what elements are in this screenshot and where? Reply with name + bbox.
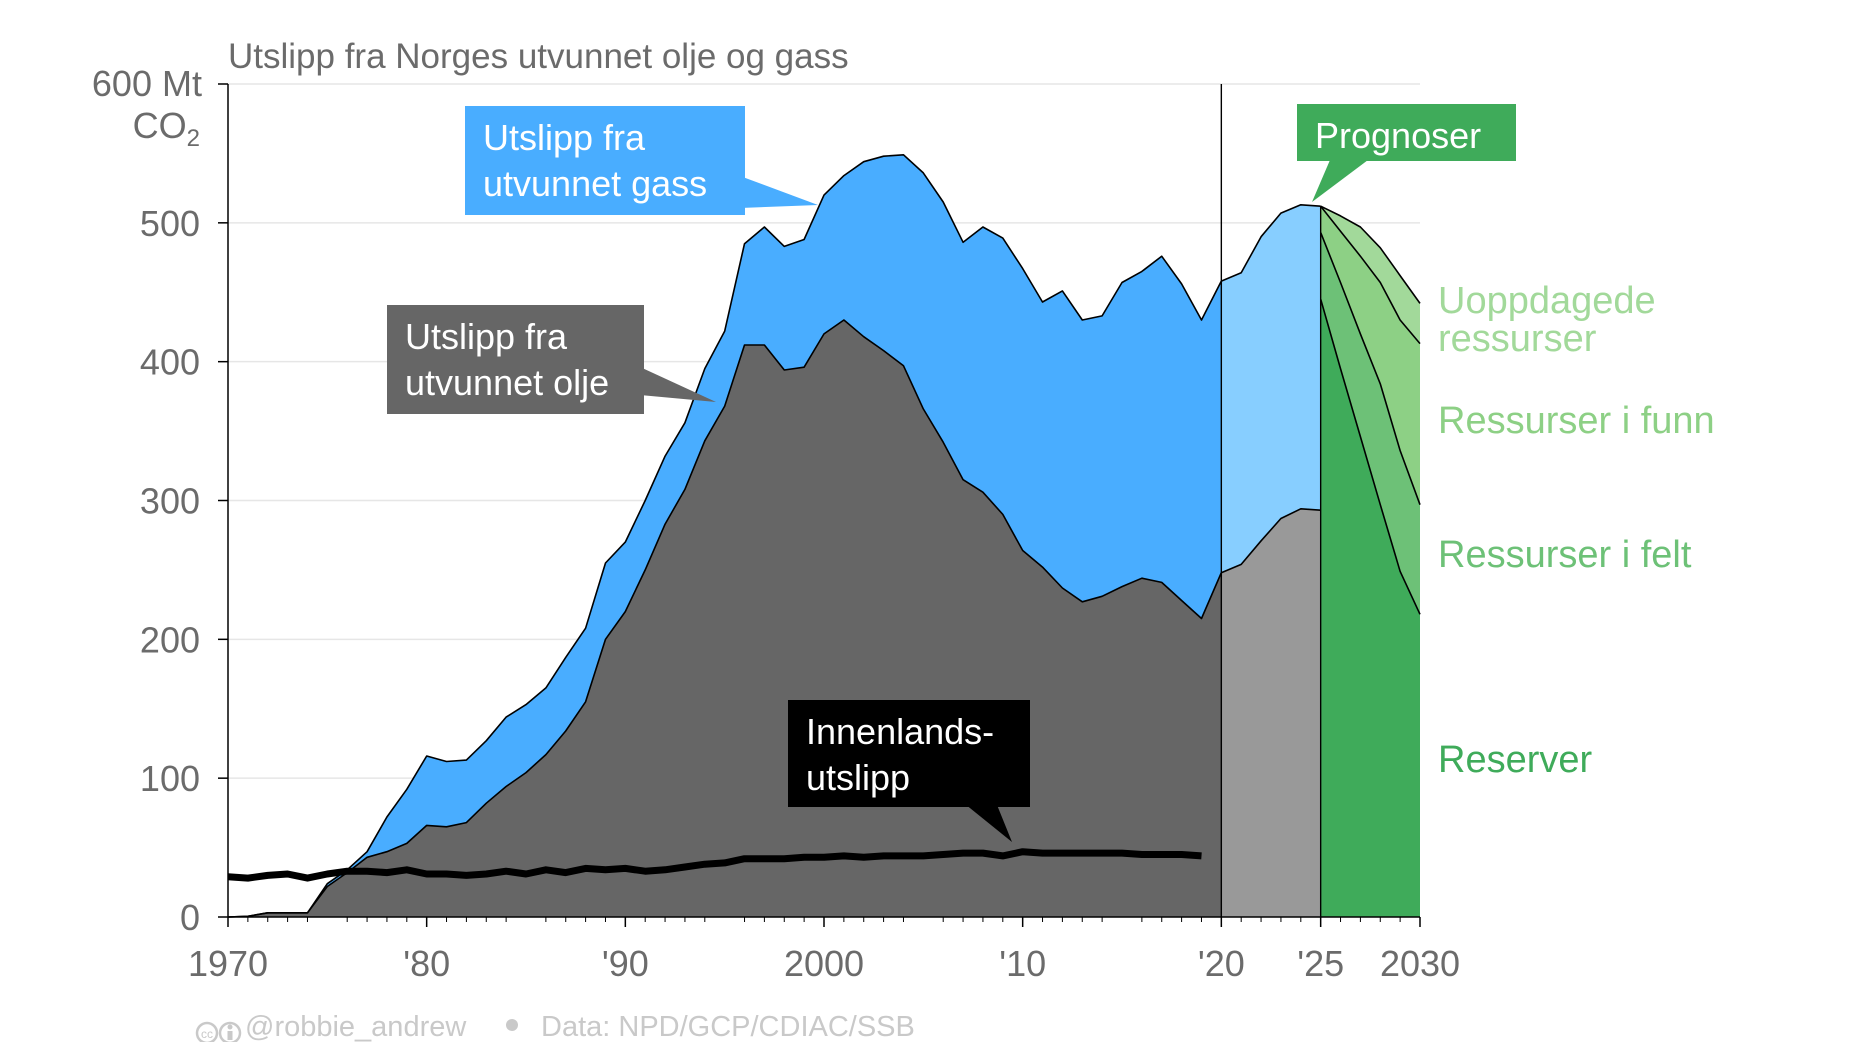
author-handle: @robbie_andrew (245, 1011, 467, 1042)
reserver-label: Reserver (1438, 739, 1592, 781)
area-gas-projection (1221, 204, 1321, 573)
prognoser-label-box (1297, 104, 1516, 161)
uoppdagede-label-2: ressurser (1438, 318, 1597, 360)
oil-label-box (387, 305, 644, 414)
line-funn (1320, 205, 1421, 345)
line-domestic-emissions (227, 848, 1202, 882)
series-lines (227, 84, 1421, 918)
area-oil-projection (1221, 508, 1321, 917)
x-tick-label-2020: '20 (1198, 943, 1245, 984)
y-tick-label-0: 0 (180, 897, 200, 938)
axes: 0 100 200 300 400 500 1970 '80 '90 2000 '10 '20 '25 2… (140, 83, 1460, 984)
domestic-label: Innenlands-utslipp (788, 700, 1030, 842)
svg-text:cc: cc (201, 1027, 213, 1041)
oil-label-pointer (640, 367, 716, 402)
uoppdagede-label-1: Uoppdagede (1438, 280, 1656, 322)
prognoser-label-text-1: Prognoser (1315, 115, 1481, 156)
x-tick-label-2010: '10 (999, 943, 1046, 984)
oil-label: Utslipp fra utvunnet olje (387, 305, 716, 414)
line-oil-top (227, 319, 1223, 918)
x-tick-label-1980: '80 (403, 943, 450, 984)
y-unit-label: 600 Mt (92, 63, 202, 104)
data-source: Data: NPD/GCP/CDIAC/SSB (541, 1011, 915, 1042)
domestic-label-text-2: utslipp (806, 757, 910, 798)
y-tick-label-500: 500 (140, 203, 200, 244)
gas-label-text-1: Utslipp fra (483, 117, 646, 158)
y-unit-co2-label: CO2 (133, 105, 200, 152)
y-tick-label-400: 400 (140, 342, 200, 383)
gas-label-text-2: utvunnet gass (483, 163, 707, 204)
annotations: Utslipp fra utvunnet gass Utslipp fra utvun… (387, 104, 1715, 842)
prognoser-label-pointer (1312, 160, 1368, 202)
line-gas-projection (1220, 204, 1321, 282)
gas-label: Utslipp fra utvunnet gass (465, 106, 818, 215)
y-tick-label-200: 200 (140, 619, 200, 660)
area-reserver (1320, 299, 1420, 917)
source-line: cc @robbie_andrew Data: NPD/GCP/CDIAC/SS… (195, 1011, 915, 1042)
gas-label-box (465, 106, 745, 215)
prognoser-label: Prognoser (1297, 104, 1516, 202)
x-tick-label-2025: '25 (1297, 943, 1344, 984)
y-tick-label-300: 300 (140, 481, 200, 522)
x-tick-label-1970: 1970 (188, 943, 268, 984)
area-ressurser-i-felt (1320, 232, 1420, 615)
creative-commons-icon: cc (195, 1021, 242, 1042)
line-felt (1319, 232, 1421, 505)
oil-label-text-1: Utslipp fra (405, 316, 568, 357)
x-tick-label-2030: 2030 (1380, 943, 1460, 984)
line-gas-top (227, 154, 1223, 918)
chart-title: Utslipp fra Norges utvunnet olje og gass (228, 37, 849, 76)
y-unit-subscript: 2 (187, 125, 200, 152)
area-ressurser-i-funn (1320, 206, 1420, 505)
domestic-label-text-1: Innenlands- (806, 711, 994, 752)
y-unit-co: CO (133, 105, 187, 146)
y-tick-label-100: 100 (140, 758, 200, 799)
separator-dot (506, 1019, 518, 1031)
x-tick-label-2000: 2000 (784, 943, 864, 984)
line-oil-projection (1220, 508, 1321, 574)
domestic-label-pointer (960, 800, 1012, 842)
domestic-label-box (788, 700, 1030, 807)
area-gas (228, 154, 1222, 918)
ressurser-i-funn-label: Ressurser i funn (1438, 400, 1715, 442)
y-tick-label-600: 600 (92, 63, 152, 104)
y-unit: Mt (162, 63, 202, 104)
line-reserver (1319, 298, 1421, 615)
gas-label-pointer (740, 176, 818, 208)
ressurser-i-felt-label: Ressurser i felt (1438, 534, 1692, 576)
oil-label-text-2: utvunnet olje (405, 362, 609, 403)
x-tick-label-1990: '90 (602, 943, 649, 984)
line-uoppdagede (1320, 205, 1421, 304)
